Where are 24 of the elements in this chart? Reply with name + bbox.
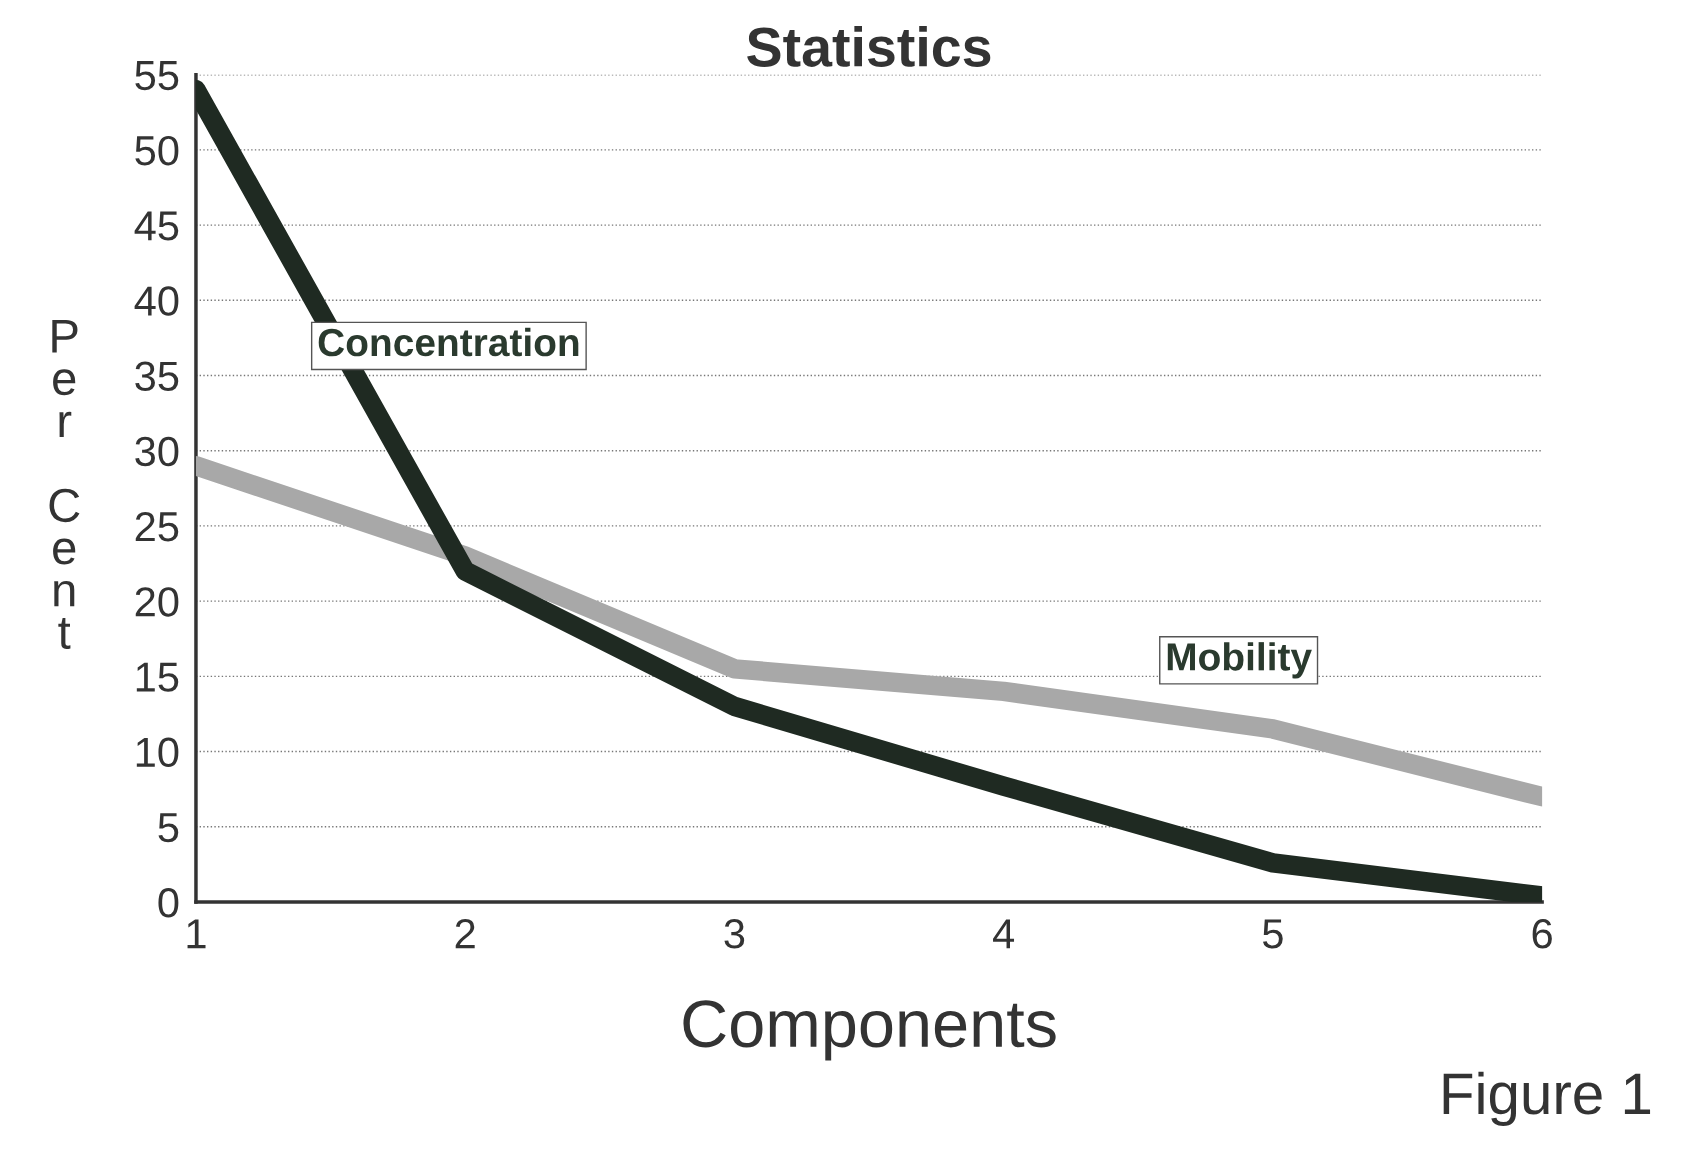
caption: Figure 1: [1443, 1071, 1651, 1127]
x-tick-label: 4: [993, 919, 1015, 949]
y-tick-label: 45: [134, 211, 179, 241]
x-tick-label: 5: [1262, 919, 1283, 949]
y-axis-title: Per Cent: [49, 319, 80, 649]
y-tick-label: 30: [135, 436, 179, 467]
y-tick-label: 25: [135, 511, 179, 542]
series-label: Concentration: [318, 327, 579, 357]
x-tick-label: 1: [187, 919, 206, 949]
y-tick-label: 55: [135, 61, 179, 91]
series-label: Mobility: [1167, 642, 1312, 679]
y-tick-label: 40: [134, 286, 179, 316]
x-tick-label: 6: [1532, 919, 1552, 949]
y-tick-label: 35: [135, 361, 179, 392]
x-tick-label: 2: [455, 919, 475, 949]
y-tick-label: 50: [135, 135, 179, 166]
x-axis-title: Components: [683, 1000, 1056, 1061]
y-tick-label: 10: [136, 737, 179, 768]
y-tick-label: 5: [158, 813, 179, 843]
y-tick-label: 20: [135, 587, 179, 617]
chart-title: Statistics: [747, 26, 991, 67]
y-tick-label: 15: [136, 662, 179, 692]
x-tick-label: 3: [724, 919, 745, 949]
y-tick-label: 0: [158, 887, 179, 918]
